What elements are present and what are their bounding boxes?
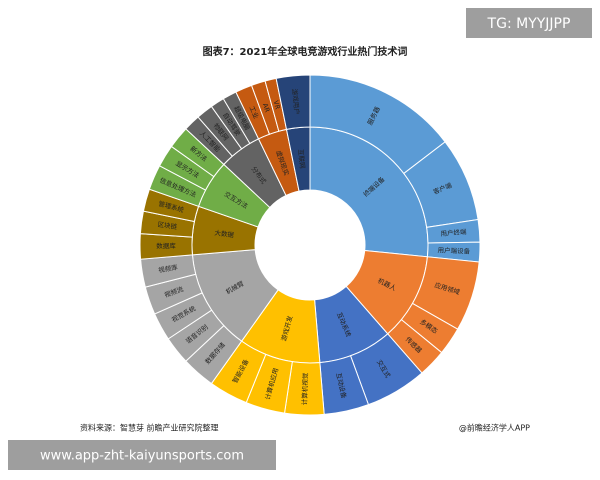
chart-title: 图表7：2021年全球电竞游戏行业热门技术词: [203, 45, 408, 58]
segment-label: 数据库: [156, 241, 176, 250]
segment-label: 用户端设备: [437, 245, 470, 255]
segment-label: 视频库: [158, 262, 179, 274]
outer-segment: [275, 74, 311, 130]
segment-label: VR: [272, 100, 282, 111]
overlay-box: [8, 440, 276, 470]
segment-label: 用户终端: [440, 227, 467, 238]
overlay-box: [466, 8, 592, 38]
segment-label: 大数据: [214, 228, 235, 239]
segment-label: 区块链: [157, 220, 178, 232]
segment-label: 互联网: [296, 149, 307, 169]
overlay-text: www.app-zht-kaiyunsports.com: [40, 449, 244, 464]
segment-label: 计算机视觉: [300, 372, 310, 405]
source: 资料来源：智慧芽 前瞻产业研究院整理: [80, 423, 219, 433]
credit: @前瞻经济学人APP: [459, 423, 530, 433]
segment-label: 游戏用户: [290, 88, 302, 115]
segment-label: AR: [261, 102, 271, 113]
overlay-text: TG: MYYJJPP: [487, 16, 571, 32]
